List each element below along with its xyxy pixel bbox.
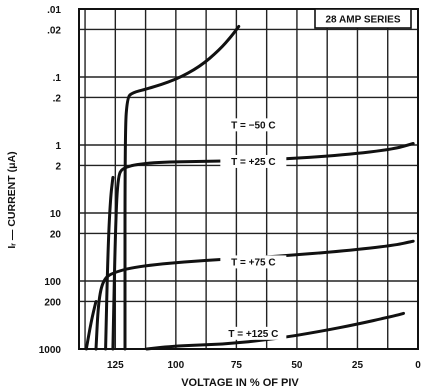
series-line-3 [94, 239, 415, 351]
x-tick-label: 50 [291, 360, 303, 371]
plot-border [78, 8, 419, 350]
curve-label: T = +75 C [231, 257, 275, 268]
x-tick-label: 100 [168, 360, 185, 371]
x-axis-ticks: 125 100 75 50 25 0 [107, 360, 421, 371]
series-line-4 [145, 311, 405, 351]
title-box: 28 AMP SERIES [314, 8, 412, 29]
series-lines [84, 24, 415, 351]
y-tick-label: 200 [44, 297, 61, 308]
y-tick-label: 100 [44, 277, 61, 288]
curve-label: T = −50 C [231, 120, 275, 131]
x-tick-label: 0 [415, 360, 421, 371]
x-tick-label: 125 [107, 360, 124, 371]
y-tick-label: .1 [53, 73, 62, 84]
y-tick-label: 10 [50, 209, 62, 220]
y-tick-label: .2 [53, 93, 62, 104]
curve-label-backing [220, 118, 287, 132]
curve-label-backing [220, 154, 287, 168]
x-axis-title: VOLTAGE IN % OF PIV [181, 377, 299, 389]
y-tick-label: 20 [50, 229, 62, 240]
curve-label-backing [220, 255, 287, 269]
title-box-frame [314, 8, 412, 29]
y-tick-label: 1 [55, 141, 61, 152]
y-tick-label: 2 [55, 161, 61, 172]
x-tick-label: 75 [231, 360, 243, 371]
plot-frame [78, 8, 419, 350]
curve-label: T = +125 C [228, 329, 278, 340]
curve-label-backing [220, 326, 287, 340]
curve-label: T = +25 C [231, 157, 275, 168]
y-tick-label: .02 [47, 25, 61, 36]
y-tick-label: .01 [47, 5, 61, 16]
curve-labels: T = −50 C T = +25 C T = +75 C T = +125 C [220, 118, 287, 340]
y-axis-ticks: .01 .02 .1 .2 1 2 10 20 100 200 1000 [39, 5, 62, 356]
series-line-1 [123, 24, 241, 351]
breakdown-line-2 [84, 300, 98, 351]
chart-title: 28 AMP SERIES [325, 15, 400, 26]
series-line-2 [111, 142, 415, 351]
y-axis-title: Iᵣ — CURRENT (μA) [6, 151, 18, 248]
x-tick-label: 25 [352, 360, 364, 371]
y-tick-label: 1000 [39, 345, 62, 356]
breakdown-line-1 [104, 175, 115, 351]
